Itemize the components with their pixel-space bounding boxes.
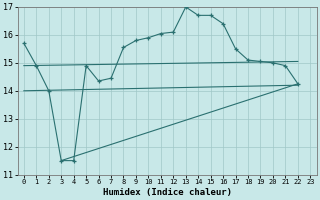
X-axis label: Humidex (Indice chaleur): Humidex (Indice chaleur) bbox=[103, 188, 232, 197]
